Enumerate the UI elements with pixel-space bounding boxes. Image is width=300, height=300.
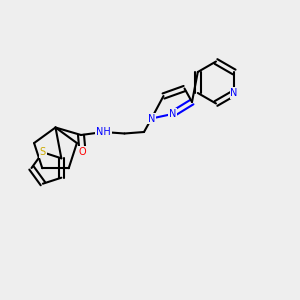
- Text: NH: NH: [96, 127, 111, 137]
- Text: N: N: [148, 113, 155, 124]
- Text: N: N: [230, 88, 238, 98]
- Text: S: S: [40, 147, 46, 157]
- Text: N: N: [169, 109, 176, 119]
- Text: O: O: [79, 146, 86, 157]
